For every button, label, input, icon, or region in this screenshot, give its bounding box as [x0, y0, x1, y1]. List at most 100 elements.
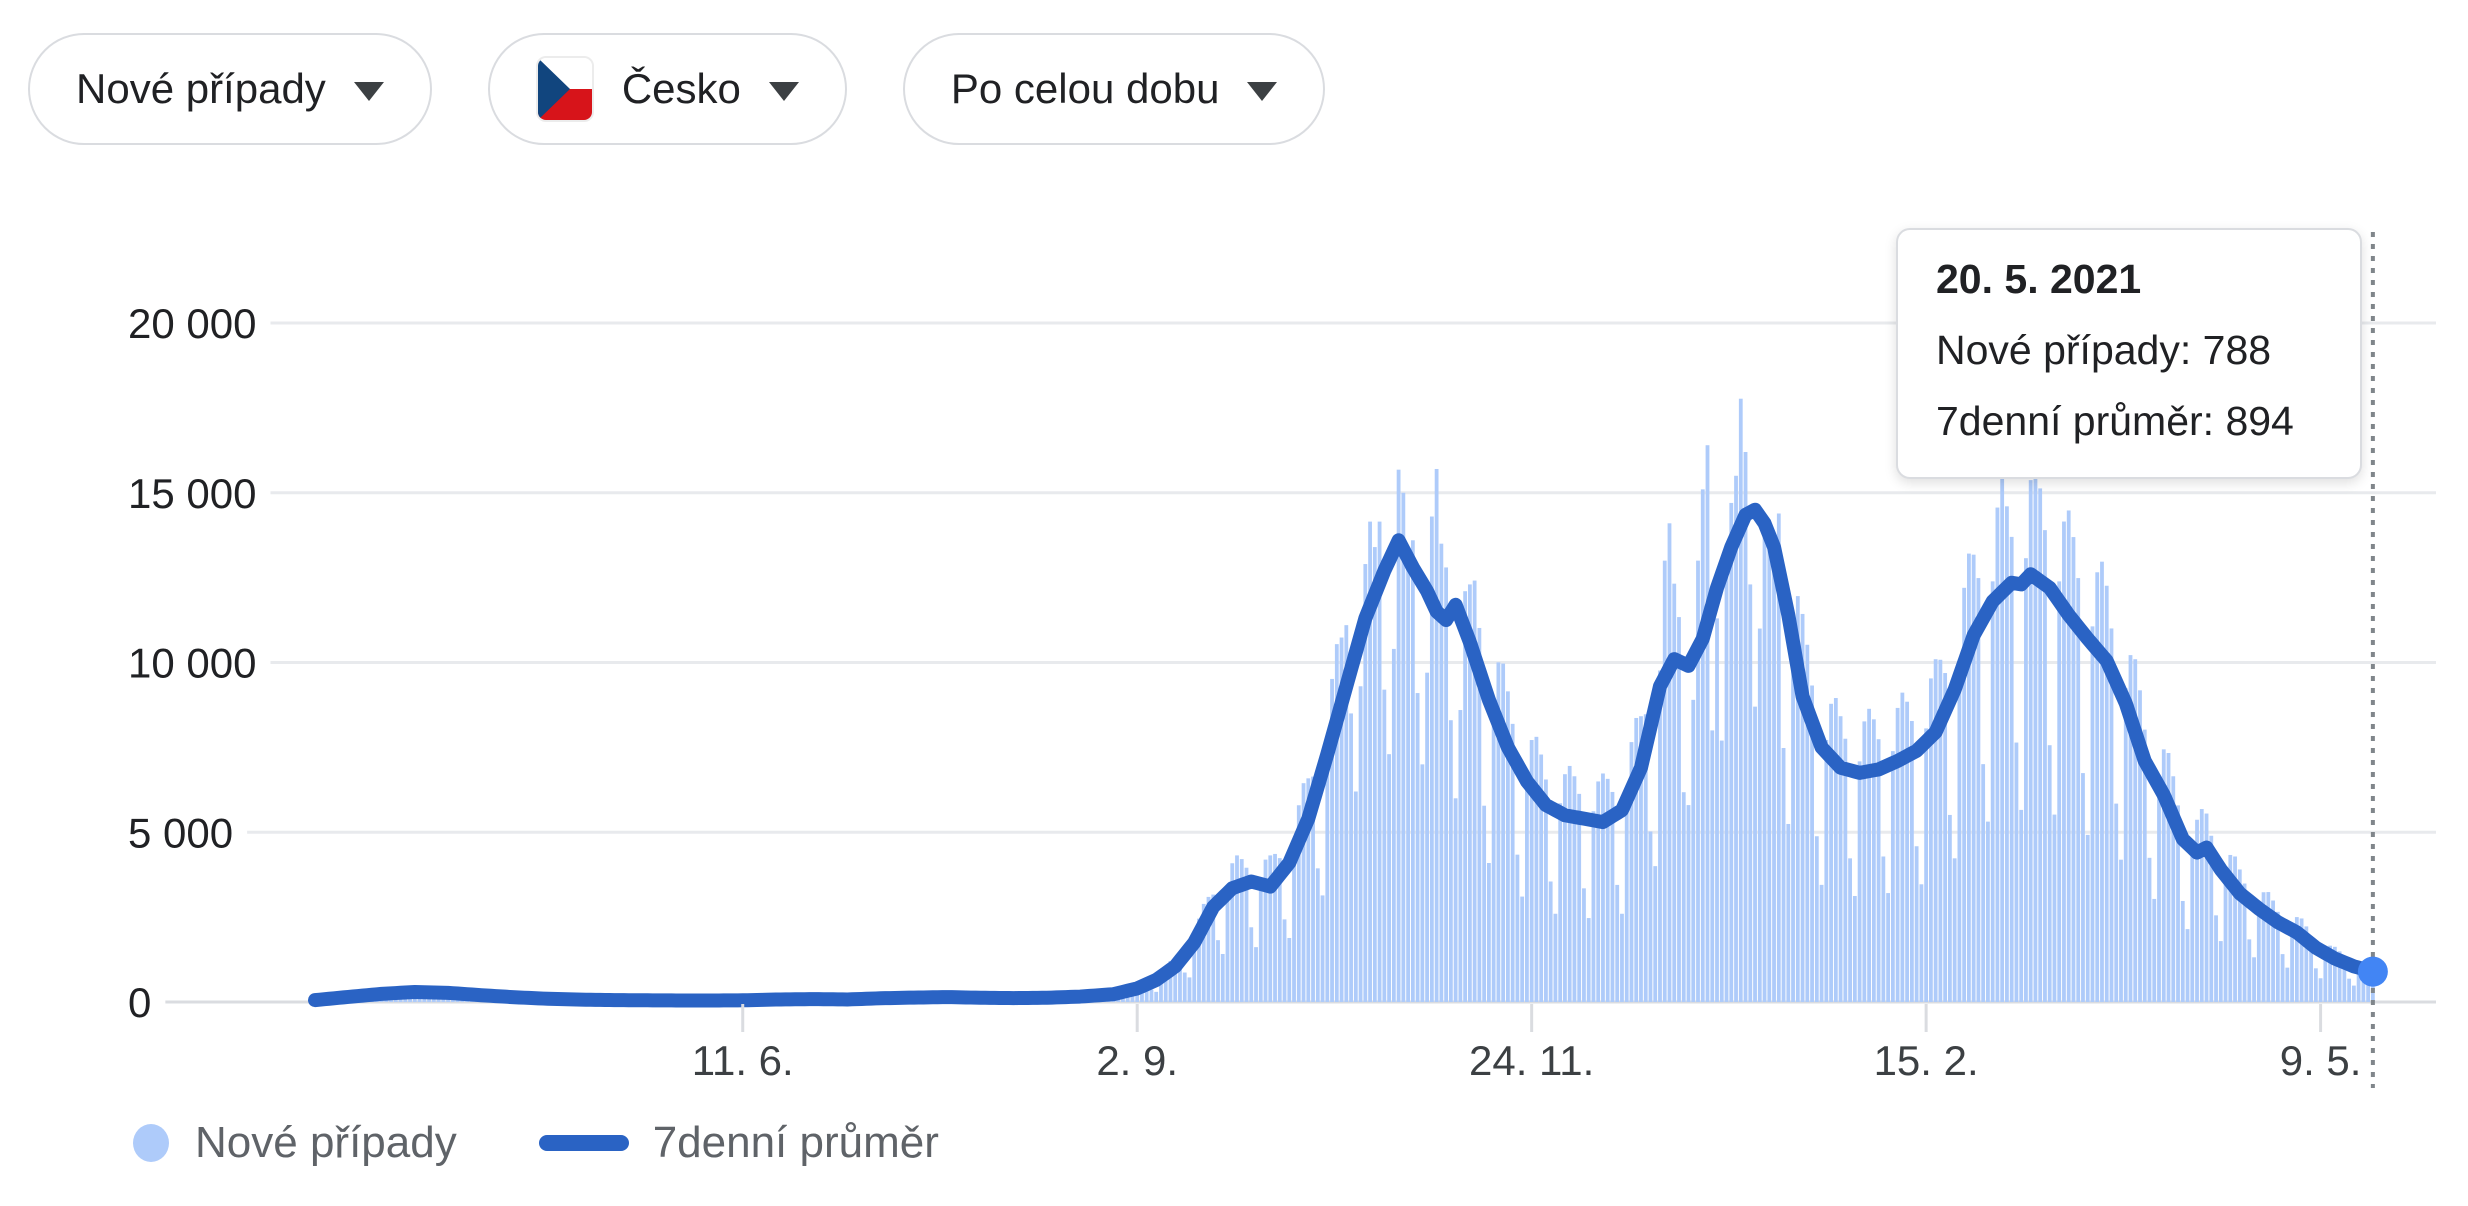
bar[interactable] — [1163, 966, 1168, 1002]
bar[interactable] — [1857, 761, 1862, 1002]
bar[interactable] — [2347, 978, 2352, 1002]
bar[interactable] — [1582, 888, 1586, 1002]
bar[interactable] — [2195, 819, 2199, 1002]
bar[interactable] — [1952, 858, 1957, 1002]
bar[interactable] — [1353, 791, 1358, 1002]
bar[interactable] — [1947, 814, 1952, 1002]
bar[interactable] — [1867, 708, 1872, 1002]
bar[interactable] — [2147, 857, 2152, 1002]
bar[interactable] — [1871, 719, 1876, 1002]
bar[interactable] — [1544, 779, 1548, 1002]
bar[interactable] — [2280, 954, 2285, 1002]
bar[interactable] — [1715, 618, 1719, 1002]
bar[interactable] — [1824, 739, 1829, 1002]
bar[interactable] — [1239, 859, 1244, 1002]
bar[interactable] — [1810, 685, 1814, 1002]
bar[interactable] — [1615, 884, 1620, 1002]
bar[interactable] — [1962, 587, 1967, 1002]
bar[interactable] — [2337, 951, 2342, 1002]
bar[interactable] — [2138, 690, 2142, 1002]
bar[interactable] — [1178, 955, 1182, 1002]
bar[interactable] — [2323, 950, 2328, 1002]
bar[interactable] — [1320, 895, 1325, 1002]
bar[interactable] — [1938, 659, 1943, 1002]
bar[interactable] — [1368, 521, 1372, 1002]
bar[interactable] — [2271, 900, 2275, 1002]
bar[interactable] — [2247, 939, 2252, 1002]
bar[interactable] — [1876, 739, 1881, 1002]
bar[interactable] — [1363, 564, 1368, 1002]
bar[interactable] — [2047, 745, 2052, 1002]
bar[interactable] — [2038, 488, 2043, 1002]
bar[interactable] — [2214, 915, 2218, 1002]
bar[interactable] — [1429, 516, 1434, 1002]
bar[interactable] — [1168, 961, 1173, 1002]
bar[interactable] — [2356, 965, 2361, 1002]
bar[interactable] — [1315, 868, 1320, 1002]
region-filter-chip[interactable]: Česko — [487, 33, 847, 145]
bar[interactable] — [1448, 720, 1453, 1002]
bar[interactable] — [1624, 789, 1629, 1002]
bar[interactable] — [1173, 958, 1178, 1002]
bar[interactable] — [2261, 892, 2266, 1002]
bar[interactable] — [1415, 693, 1420, 1002]
bar[interactable] — [1919, 884, 1924, 1002]
bar[interactable] — [1520, 896, 1525, 1002]
bar[interactable] — [1311, 776, 1315, 1002]
bar[interactable] — [2014, 742, 2019, 1002]
bar[interactable] — [2256, 903, 2261, 1002]
bar[interactable] — [1382, 689, 1387, 1002]
bar[interactable] — [1486, 863, 1491, 1002]
bar[interactable] — [1634, 717, 1639, 1002]
bar[interactable] — [1843, 738, 1848, 1002]
bar[interactable] — [2304, 926, 2309, 1002]
bar[interactable] — [1814, 836, 1819, 1002]
bar[interactable] — [1558, 803, 1563, 1002]
bar[interactable] — [1339, 637, 1344, 1002]
bar[interactable] — [1943, 673, 1948, 1002]
bar[interactable] — [1643, 714, 1648, 1002]
bar[interactable] — [1914, 846, 1919, 1002]
bar[interactable] — [2223, 869, 2228, 1002]
metric-filter-chip[interactable]: Nové případy — [28, 33, 432, 145]
bar[interactable] — [1506, 691, 1510, 1002]
bar[interactable] — [1539, 754, 1544, 1002]
bar[interactable] — [2204, 813, 2209, 1002]
bar[interactable] — [1648, 831, 1653, 1002]
bar[interactable] — [1301, 783, 1306, 1002]
bar[interactable] — [1772, 536, 1776, 1002]
bar[interactable] — [1672, 583, 1677, 1002]
bar[interactable] — [2351, 985, 2356, 1002]
bar[interactable] — [1681, 792, 1686, 1002]
bar[interactable] — [2081, 773, 2085, 1002]
bar[interactable] — [1235, 855, 1239, 1002]
bar[interactable] — [1905, 701, 1910, 1002]
bar[interactable] — [2180, 900, 2185, 1002]
bar[interactable] — [1586, 918, 1591, 1002]
highlight-dot[interactable] — [2357, 956, 2388, 987]
bar[interactable] — [1729, 502, 1734, 1002]
bar[interactable] — [1933, 659, 1938, 1002]
bar[interactable] — [1444, 567, 1449, 1002]
bar[interactable] — [1197, 918, 1201, 1002]
bar[interactable] — [1220, 953, 1225, 1002]
bar[interactable] — [1881, 856, 1886, 1002]
bar[interactable] — [1306, 778, 1311, 1002]
bar[interactable] — [1601, 773, 1605, 1002]
time-range-chip[interactable]: Po celou dobu — [902, 33, 1326, 145]
bar[interactable] — [1154, 991, 1159, 1002]
bar[interactable] — [1529, 740, 1534, 1002]
bar[interactable] — [1249, 927, 1254, 1002]
bar[interactable] — [1496, 662, 1501, 1002]
bar[interactable] — [1724, 567, 1729, 1002]
bar[interactable] — [2052, 814, 2057, 1002]
bar[interactable] — [2009, 536, 2014, 1002]
bar[interactable] — [2109, 628, 2114, 1002]
bar[interactable] — [2252, 957, 2256, 1002]
bar[interactable] — [1244, 867, 1249, 1002]
bar[interactable] — [2005, 506, 2009, 1002]
bar[interactable] — [1610, 791, 1615, 1002]
bar[interactable] — [1211, 894, 1216, 1002]
bar[interactable] — [1515, 854, 1520, 1002]
bar[interactable] — [1144, 981, 1149, 1002]
